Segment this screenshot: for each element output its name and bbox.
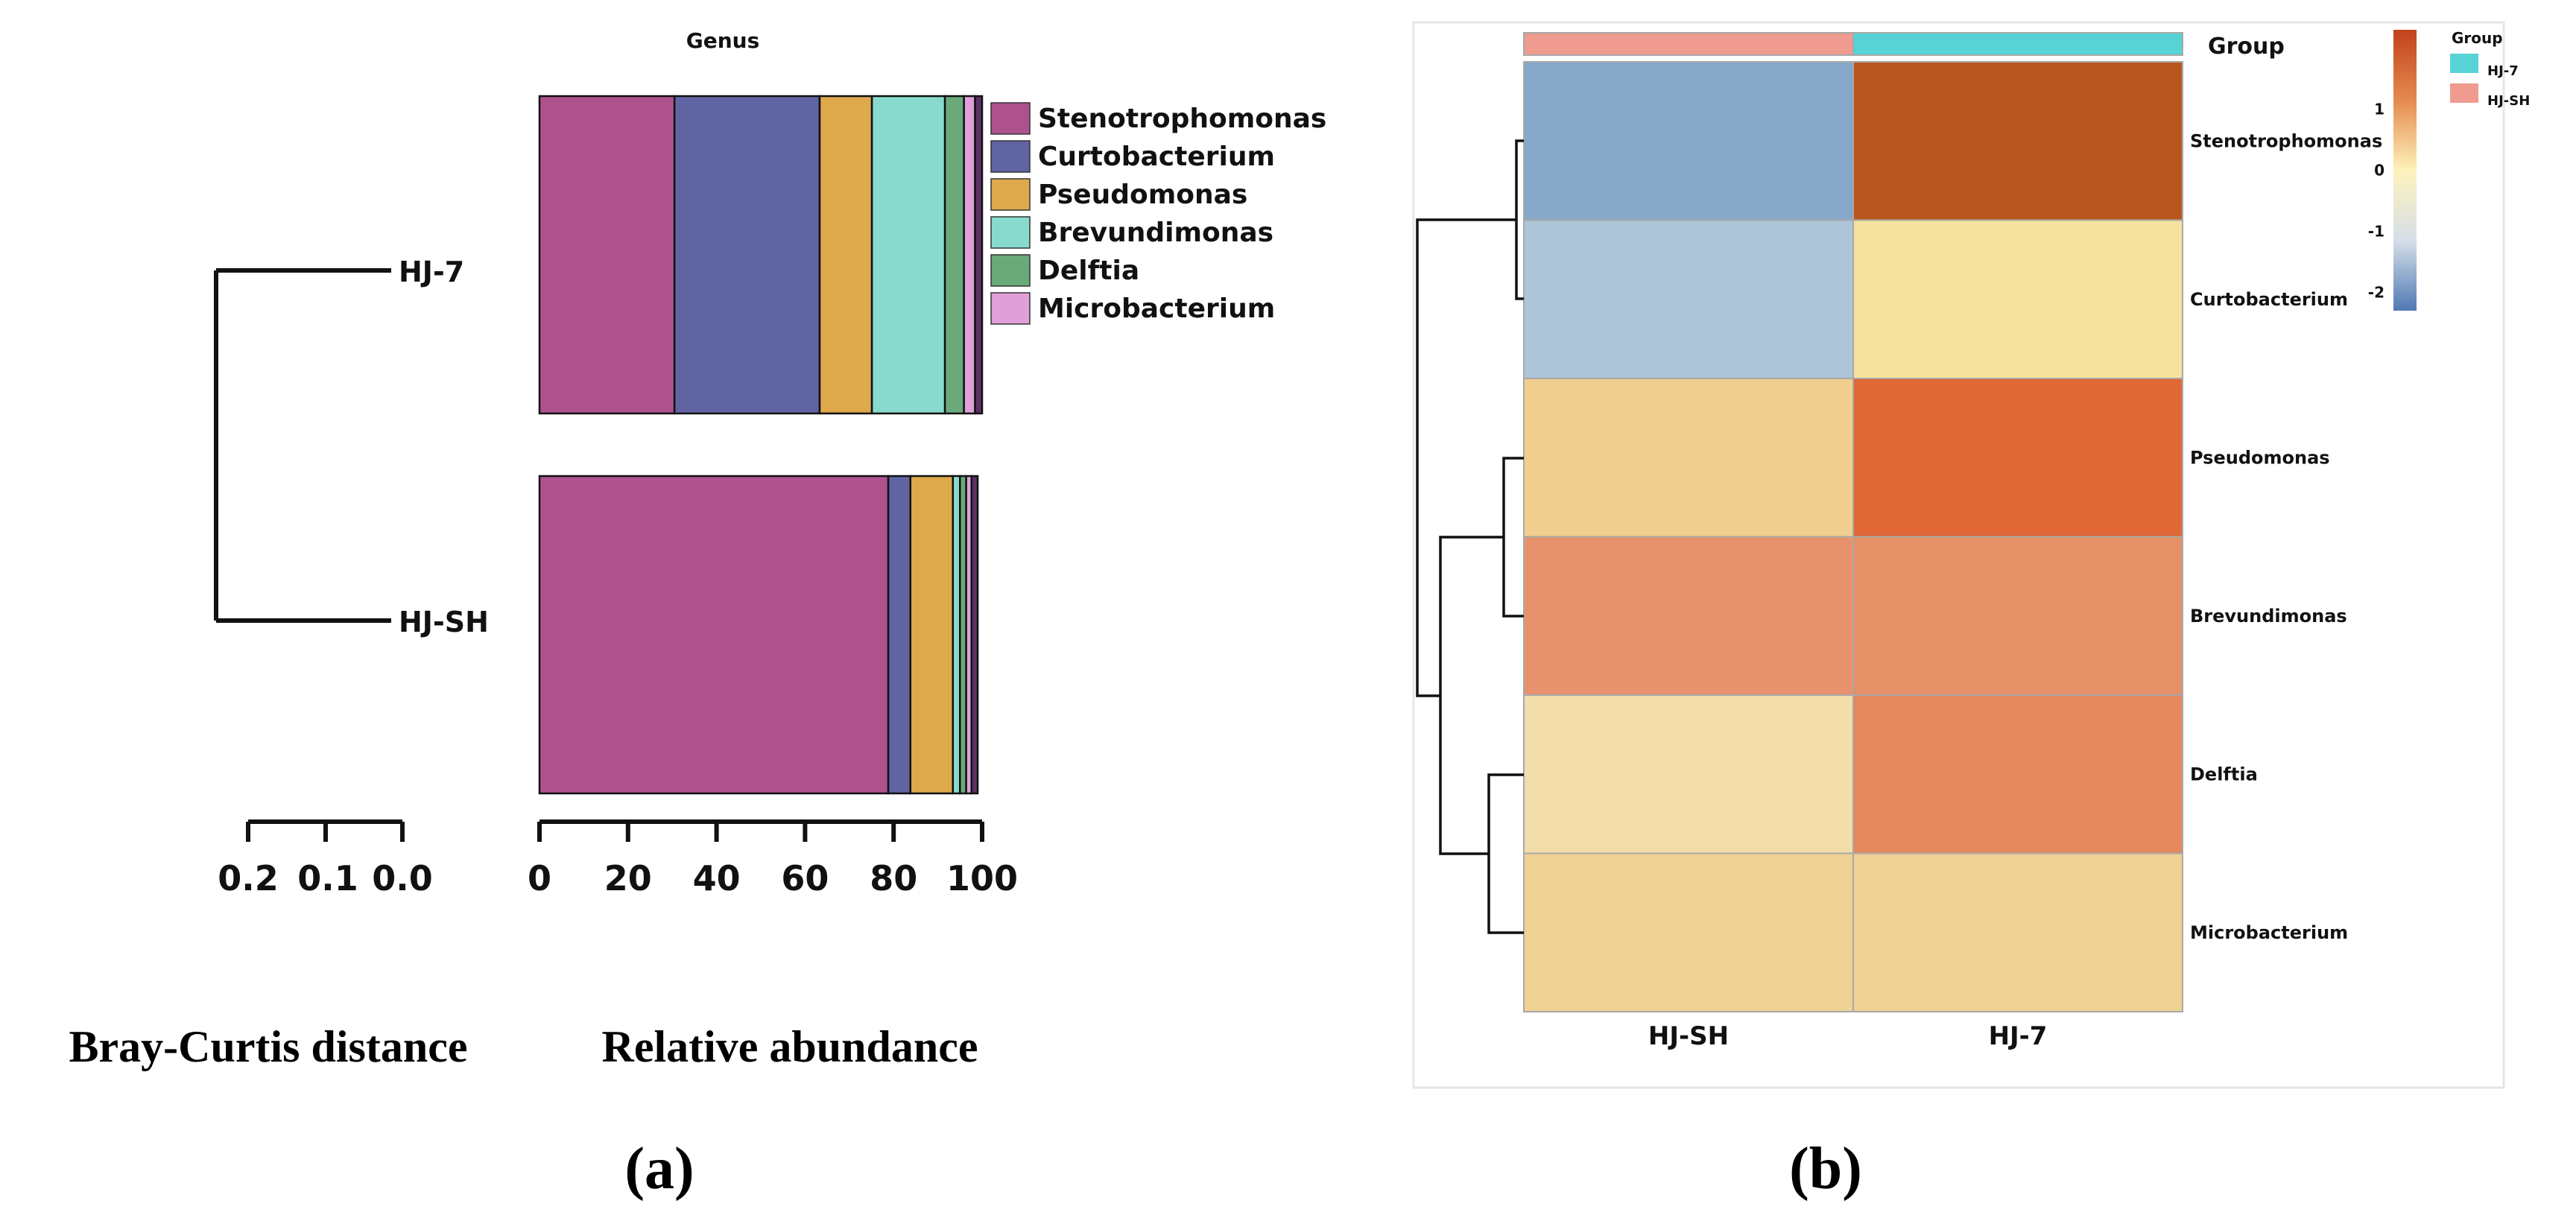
legend-group-label: HJ-7 <box>2487 63 2519 79</box>
heatmap-cell-stenotrophomonas-hj-sh <box>1523 61 1854 221</box>
bar-segment-hj-sh-brevundimonas <box>952 475 961 795</box>
legend-swatch-delftia <box>990 254 1031 287</box>
color-scale-tick-label: 1 <box>2374 101 2384 118</box>
genus-legend: Stenotrophomonas Curtobacterium Pseudomona… <box>990 102 1326 325</box>
abundance-axis: 0 20 40 60 80 100 <box>528 819 1018 898</box>
legend-label: Microbacterium <box>1038 294 1275 324</box>
heatmap-cell-curtobacterium-hj-sh <box>1523 219 1854 379</box>
legend-swatch-stenotrophomonas <box>990 102 1031 135</box>
distance-scale <box>246 819 405 842</box>
dendrogram-leaf-label: HJ-7 <box>399 256 464 288</box>
abundance-tick-label: 0 <box>528 858 551 898</box>
row-dendrogram <box>1416 139 1524 934</box>
abundance-tick-label: 100 <box>946 858 1018 898</box>
legend-swatch-curtobacterium <box>990 140 1031 173</box>
abundance-tick-label: 20 <box>604 858 652 898</box>
bar-segment-hj-sh-curtobacterium <box>887 475 912 795</box>
heatmap-row-label: Delftia <box>2190 764 2258 784</box>
bar-segment-hj-7-curtobacterium <box>673 95 821 415</box>
annotation-title: Group <box>2208 34 2285 60</box>
color-scale-tick-label: -2 <box>2368 283 2384 301</box>
legend-label: Pseudomonas <box>1038 180 1247 210</box>
heatmap-cells <box>1523 61 2183 1012</box>
dendrogram-leaf-label: HJ-SH <box>399 606 489 638</box>
distance-tick-label: 0.2 <box>218 858 279 898</box>
panel-a-label: (a) <box>624 1136 694 1202</box>
legend-label: Curtobacterium <box>1038 142 1275 172</box>
genus-title: Genus <box>686 28 760 53</box>
distance-tick-label: 0.1 <box>297 858 358 898</box>
bar-segment-hj-7-other <box>974 95 984 415</box>
legend-swatch-microbacterium <box>990 292 1031 325</box>
color-scale-bar <box>2393 30 2417 311</box>
panel-b-label: (b) <box>1789 1136 1862 1202</box>
abundance-tick-label: 80 <box>870 858 917 898</box>
abundance-tick-label: 60 <box>781 858 829 898</box>
heatmap-row-label: Microbacterium <box>2190 922 2348 943</box>
color-scale-ticks: 1 0 -1 -2 <box>2368 101 2384 302</box>
bar-segment-hj-7-delftia <box>943 95 965 415</box>
legend-swatch-hj-7 <box>2450 54 2478 73</box>
dendrogram-link-root <box>1416 218 1516 697</box>
color-scale-tick-label: 0 <box>2374 162 2384 180</box>
legend-group-label: HJ-SH <box>2487 93 2530 109</box>
heatmap-row-label: Curtobacterium <box>2190 289 2348 310</box>
legend-label: Delftia <box>1038 256 1139 286</box>
heatmap-column-labels: HJ-SH HJ-7 <box>1648 1021 2048 1051</box>
abundance-tick-label: 40 <box>693 858 741 898</box>
stacked-bars <box>538 95 984 795</box>
heatmap-column-label: HJ-7 <box>1989 1021 2048 1051</box>
heatmap-cell-pseudomonas-hj-7 <box>1852 378 2183 538</box>
bar-segment-hj-7-microbacterium <box>963 95 976 415</box>
abundance-axis-title: Relative abundance <box>601 1022 978 1071</box>
heatmap-cell-delftia-hj-7 <box>1852 694 2183 854</box>
bar-segment-hj-sh-stenotrophomonas <box>538 475 890 795</box>
heatmap-cell-stenotrophomonas-hj-7 <box>1852 61 2183 221</box>
legend-swatch-brevundimonas <box>990 216 1031 249</box>
group-annotation-bar <box>1523 32 2183 56</box>
annotation-cell-hj-7 <box>1852 32 2183 56</box>
legend-label: Brevundimonas <box>1038 218 1273 248</box>
panel-a: Genus HJ-7 HJ-SH 0.2 0.1 0.0 0 20 40 60 80 10… <box>69 28 1327 1202</box>
legend-swatch-pseudomonas <box>990 178 1031 211</box>
color-scale-tick-label: -1 <box>2368 222 2384 240</box>
bray-curtis-dendrogram <box>214 268 391 623</box>
bar-segment-hj-7-pseudomonas <box>818 95 873 415</box>
distance-axis-title: Bray-Curtis distance <box>69 1022 468 1071</box>
heatmap-cell-microbacterium-hj-7 <box>1852 852 2183 1012</box>
heatmap-row-label: Stenotrophomonas <box>2190 130 2382 151</box>
bar-segment-hj-7-brevundimonas <box>870 95 946 415</box>
bar-segment-hj-7-stenotrophomonas <box>538 95 676 415</box>
heatmap-cell-curtobacterium-hj-7 <box>1852 219 2183 379</box>
heatmap-cell-brevundimonas-hj-7 <box>1852 536 2183 696</box>
panel-b: Group Stenotrophomonas Curtobacterium Pseu… <box>1412 21 2530 1202</box>
heatmap-column-label: HJ-SH <box>1648 1021 1729 1051</box>
distance-tick-label: 0.0 <box>372 858 433 898</box>
bar-segment-hj-sh-other <box>970 475 979 795</box>
heatmap-row-label: Brevundimonas <box>2190 606 2347 627</box>
legend-label: Stenotrophomonas <box>1038 104 1326 134</box>
bar-segment-hj-sh-pseudomonas <box>909 475 955 795</box>
heatmap-legend: 1 0 -1 -2 Group HJ-7 HJ-SH <box>2368 29 2530 311</box>
heatmap-cell-delftia-hj-sh <box>1523 694 1854 854</box>
heatmap-row-labels: Stenotrophomonas Curtobacterium Pseudomona… <box>2190 130 2382 943</box>
annotation-cell-hj-sh <box>1523 32 1854 56</box>
heatmap-cell-brevundimonas-hj-sh <box>1523 536 1854 696</box>
legend-swatch-hj-sh <box>2450 83 2478 103</box>
legend-group-title: Group <box>2452 29 2503 47</box>
heatmap-cell-microbacterium-hj-sh <box>1523 852 1854 1012</box>
heatmap-cell-pseudomonas-hj-sh <box>1523 378 1854 538</box>
heatmap-row-label: Pseudomonas <box>2190 447 2330 468</box>
